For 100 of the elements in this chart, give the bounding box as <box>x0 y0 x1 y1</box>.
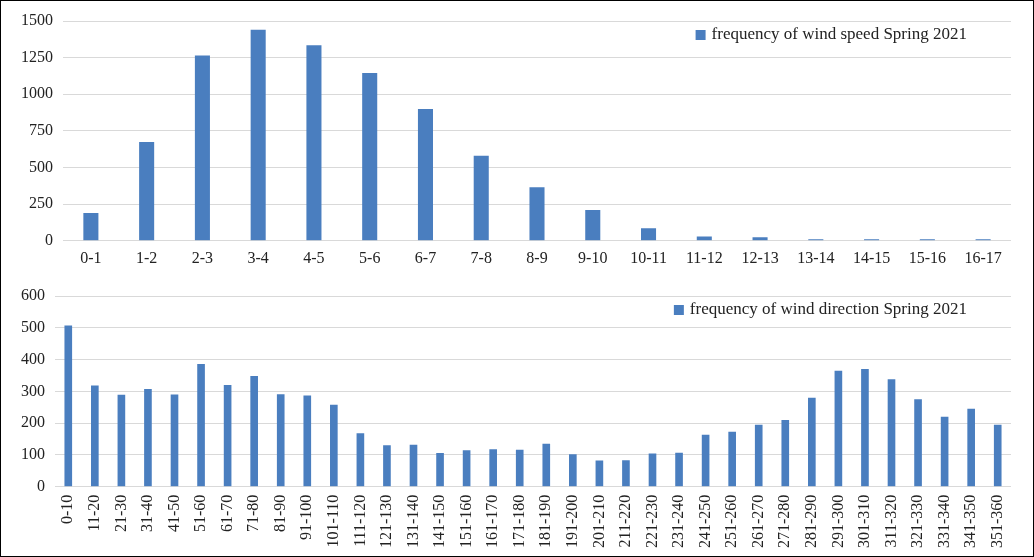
x-tick-label: 201-210 <box>589 494 607 548</box>
bar <box>276 394 285 487</box>
x-tick-label: 261-270 <box>748 494 766 548</box>
bar <box>940 416 949 487</box>
bar <box>967 408 975 487</box>
x-tick-label: 11-20 <box>85 494 103 532</box>
x-tick-label: 7-8 <box>470 248 492 266</box>
y-tick-label: 500 <box>21 317 45 335</box>
legend-label: frequency of wind direction Spring 2021 <box>689 299 968 319</box>
y-tick-label: 0 <box>45 231 53 248</box>
x-tick-label: 321-330 <box>908 494 926 548</box>
y-tick-label: 300 <box>21 381 45 399</box>
bar <box>701 434 710 487</box>
bar <box>754 424 763 487</box>
x-tick-label: 221-230 <box>642 494 660 548</box>
bar <box>64 325 73 487</box>
bar <box>91 385 99 487</box>
y-tick-label: 200 <box>21 413 45 431</box>
x-tick-label: 9-10 <box>578 248 608 266</box>
x-tick-label: 111-120 <box>350 494 368 547</box>
bar <box>781 419 790 487</box>
bar <box>914 399 922 487</box>
bar <box>542 443 551 487</box>
y-tick-label: 600 <box>21 286 45 304</box>
y-tick-label: 750 <box>29 121 53 139</box>
y-tick-label: 500 <box>29 157 53 175</box>
bar <box>139 141 155 241</box>
x-tick-label: 12-13 <box>741 248 779 266</box>
bar <box>330 404 338 487</box>
x-tick-label: 191-200 <box>563 494 581 548</box>
x-tick-label: 281-290 <box>802 494 820 548</box>
x-tick-label: 2-3 <box>191 248 214 266</box>
x-tick-label: 181-190 <box>536 494 554 548</box>
bar <box>529 187 545 241</box>
bar <box>752 237 768 241</box>
x-tick-label: 0-10 <box>58 494 76 524</box>
x-tick-label: 81-90 <box>270 494 288 532</box>
x-tick-label: 171-180 <box>509 494 527 548</box>
x-tick-label: 331-340 <box>934 494 952 548</box>
x-tick-label: 1-2 <box>135 248 158 266</box>
bar <box>861 369 869 487</box>
x-tick-label: 21-30 <box>111 494 129 532</box>
bar <box>409 444 418 487</box>
y-tick-label: 100 <box>21 445 45 463</box>
x-tick-label: 31-40 <box>138 494 156 532</box>
x-tick-label: 3-4 <box>247 248 269 266</box>
bar <box>250 376 258 487</box>
bar <box>144 389 152 487</box>
bar <box>887 379 896 487</box>
x-tick-label: 71-80 <box>244 494 262 532</box>
x-tick-label: 14-15 <box>852 248 891 266</box>
bar <box>648 453 657 487</box>
bar <box>462 450 471 487</box>
bar <box>696 236 712 241</box>
y-tick-label: 0 <box>37 476 45 494</box>
x-tick-label: 5-6 <box>359 248 381 266</box>
x-tick-label: 101-110 <box>324 494 342 548</box>
legend-label: frequency of wind speed Spring 2021 <box>711 24 968 44</box>
bar <box>728 431 736 487</box>
x-tick-label: 341-350 <box>961 494 979 548</box>
x-tick-label: 41-50 <box>164 494 182 532</box>
x-tick-label: 251-260 <box>722 494 740 548</box>
x-tick-label: 51-60 <box>191 494 209 532</box>
y-tick-label: 250 <box>29 194 53 212</box>
y-tick-label: 1000 <box>21 84 53 102</box>
x-tick-label: 301-310 <box>855 494 873 548</box>
bar <box>993 424 1002 487</box>
x-tick-label: 131-140 <box>403 494 421 548</box>
bar <box>117 394 126 487</box>
bar <box>356 433 365 487</box>
x-tick-label: 151-160 <box>456 494 474 548</box>
x-tick-label: 10-11 <box>630 248 667 266</box>
bar <box>808 397 816 487</box>
bar <box>250 29 266 241</box>
bar <box>383 445 391 487</box>
x-tick-label: 311-320 <box>881 494 899 548</box>
x-tick-label: 13-14 <box>797 248 835 266</box>
bar <box>595 460 604 487</box>
bar <box>194 55 210 241</box>
bar <box>197 364 205 487</box>
x-tick-label: 91-100 <box>297 494 315 540</box>
bar <box>417 108 433 241</box>
x-tick-label: 6-7 <box>414 248 437 266</box>
x-tick-label: 11-12 <box>685 248 723 266</box>
bar <box>675 452 683 487</box>
x-tick-label: 16-17 <box>964 248 1002 266</box>
x-tick-label: 8-9 <box>526 248 548 266</box>
bar <box>489 449 497 487</box>
bar <box>585 210 601 241</box>
bar <box>362 73 378 241</box>
x-tick-label: 121-130 <box>377 494 395 548</box>
x-tick-label: 0-1 <box>80 248 102 266</box>
x-tick-label: 211-220 <box>616 494 634 548</box>
y-tick-label: 1500 <box>21 11 53 29</box>
x-tick-label: 291-300 <box>828 494 846 548</box>
bar <box>303 395 312 487</box>
x-tick-label: 271-280 <box>775 494 793 548</box>
bar <box>515 449 524 487</box>
bar <box>306 45 322 241</box>
bar <box>83 212 99 241</box>
